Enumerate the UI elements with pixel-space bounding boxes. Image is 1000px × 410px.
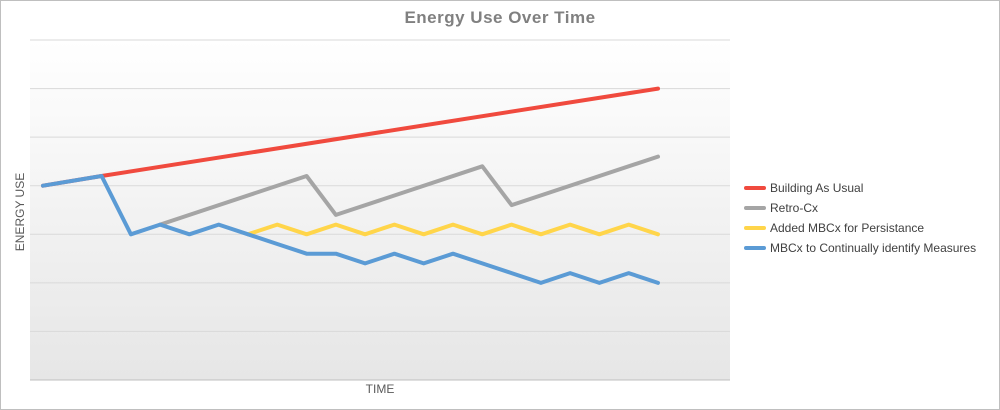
chart-title: Energy Use Over Time bbox=[404, 8, 596, 27]
series-line-2 bbox=[246, 222, 660, 237]
legend-label: Building As Usual bbox=[770, 181, 864, 195]
series-line-1 bbox=[158, 154, 660, 227]
legend-swatch bbox=[744, 226, 766, 230]
legend: Building As Usual Retro-Cx Added MBCx for … bbox=[744, 178, 976, 258]
gridlines bbox=[30, 39, 730, 381]
legend-swatch bbox=[744, 186, 766, 190]
legend-item: Retro-Cx bbox=[744, 198, 976, 218]
legend-label: Retro-Cx bbox=[770, 201, 819, 215]
x-axis-label: TIME bbox=[365, 382, 395, 396]
legend-swatch bbox=[744, 206, 766, 210]
legend-label: Added MBCx for Persistance bbox=[770, 221, 925, 235]
legend-label: MBCx to Continually identify Measures bbox=[770, 241, 977, 255]
legend-item: Building As Usual bbox=[744, 178, 976, 198]
plot-background bbox=[30, 40, 730, 380]
legend-item: MBCx to Continually identify Measures bbox=[744, 238, 976, 258]
series-lines bbox=[41, 86, 660, 285]
legend-swatch bbox=[744, 246, 766, 250]
legend-item: Added MBCx for Persistance bbox=[744, 218, 976, 238]
series-line-3 bbox=[41, 174, 660, 285]
